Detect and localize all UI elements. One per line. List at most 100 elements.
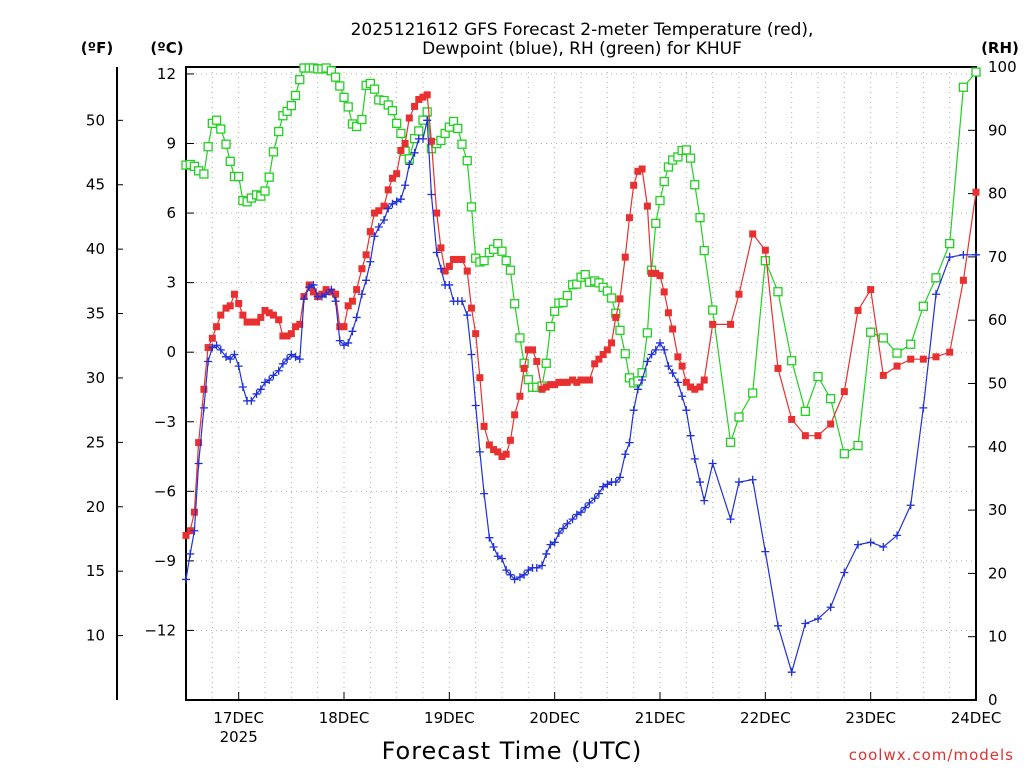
rh-point (725, 437, 736, 448)
temperature-point (292, 323, 300, 331)
rh-point (787, 356, 797, 366)
rh-point (330, 72, 341, 82)
dewpoint-point (427, 190, 436, 199)
celsius-tick-label: 9 (166, 135, 176, 153)
rh-point (199, 169, 209, 179)
rh-tick-label: 30 (988, 501, 1007, 519)
x-tick-label: 20DEC (529, 709, 580, 727)
chart-title-line2: Dewpoint (blue), RH (green) for KHUF (422, 39, 742, 59)
temperature-point (542, 383, 550, 391)
dewpoint-point (801, 619, 810, 628)
rh-point (216, 124, 226, 134)
temperature-point (348, 297, 356, 305)
dewpoint-point (317, 292, 326, 301)
dewpoint-point (352, 313, 361, 322)
temperature-point (296, 320, 304, 328)
unit-label-celsius: (ºC) (150, 39, 183, 57)
dewpoint-point (972, 250, 980, 259)
temperature-point (621, 253, 629, 261)
dewpoint-point (735, 478, 743, 487)
rh-point (290, 90, 301, 101)
rh-tick-label: 40 (988, 438, 1007, 456)
temperature-point (656, 272, 664, 280)
rh-point (708, 305, 718, 315)
series-layer (181, 63, 981, 677)
dewpoint-point (208, 343, 217, 352)
rh-point (515, 333, 525, 343)
rh-point (457, 139, 467, 149)
rh-series (181, 63, 981, 459)
dewpoint-point (647, 350, 656, 359)
dewpoint-point (357, 290, 366, 299)
dewpoint-point (919, 403, 928, 412)
dewpoint-point (611, 478, 620, 487)
rh-tick-label: 60 (988, 311, 1007, 329)
dewpoint-point (370, 232, 379, 241)
dewpoint-point (295, 355, 304, 364)
x-tick-label: 18DEC (319, 709, 370, 727)
fahrenheit-tick-label: 10 (86, 627, 105, 645)
fahrenheit-tick-label: 15 (86, 562, 105, 580)
temperature-point (458, 255, 466, 263)
dewpoint-point (945, 253, 954, 262)
rh-point (931, 273, 941, 283)
rh-point (479, 256, 489, 266)
rh-point (580, 269, 590, 280)
temperature-point (208, 334, 216, 342)
rh-point (274, 126, 284, 137)
dewpoint-point (384, 204, 393, 213)
temperature-point (696, 383, 704, 391)
temperature-point (577, 376, 585, 384)
dewpoint-point (344, 338, 353, 347)
dewpoint-point (374, 222, 383, 231)
dewpoint-point (686, 431, 695, 440)
temperature-point (200, 385, 208, 393)
rh-point (295, 75, 305, 85)
dewpoint-point (265, 376, 274, 385)
dewpoint-point (340, 341, 348, 350)
dewpoint-point (673, 378, 682, 387)
temperature-point (393, 170, 401, 178)
dewpoint-point (581, 503, 590, 512)
temperature-point (893, 362, 901, 370)
temperature-point (919, 355, 927, 363)
temperature-point (625, 214, 633, 222)
temperature-point (827, 420, 835, 428)
temperature-point (405, 114, 413, 122)
temperature-point (480, 422, 488, 430)
rh-point (699, 245, 709, 256)
dewpoint-point (388, 199, 397, 208)
dewpoint-point (204, 357, 213, 366)
temperature-point (616, 295, 624, 303)
dewpoint-point (493, 552, 502, 561)
rh-point (615, 325, 625, 335)
rh-tick-label: 80 (988, 185, 1007, 203)
temperature-point (344, 302, 352, 310)
temperature-point (279, 332, 287, 340)
temperature-point (275, 316, 283, 324)
rh-point (264, 172, 274, 182)
dewpoint-point (787, 668, 796, 677)
temperature-point (235, 300, 243, 308)
dewpoint-point (515, 573, 524, 582)
dewpoint-point (489, 542, 498, 551)
chart-title-line1: 2025121612 GFS Forecast 2-meter Temperat… (351, 20, 814, 40)
temperature-point (652, 269, 660, 277)
temperature-point (603, 346, 611, 354)
rh-point (550, 306, 560, 316)
dewpoint-point (309, 280, 318, 289)
dewpoint-point (840, 568, 849, 577)
rh-tick-label: 10 (988, 628, 1007, 646)
rh-point (339, 92, 349, 103)
temperature-point (907, 355, 915, 363)
temperature-point (433, 209, 441, 217)
dewpoint-point (625, 438, 634, 447)
dewpoint-point (563, 519, 572, 528)
temperature-point (533, 357, 541, 365)
rh-point (357, 114, 367, 125)
temperature-point (247, 318, 255, 326)
dewpoint-point (577, 508, 585, 517)
dewpoint-point (708, 459, 717, 468)
rh-point (501, 256, 511, 266)
temperature-line (185, 93, 977, 536)
